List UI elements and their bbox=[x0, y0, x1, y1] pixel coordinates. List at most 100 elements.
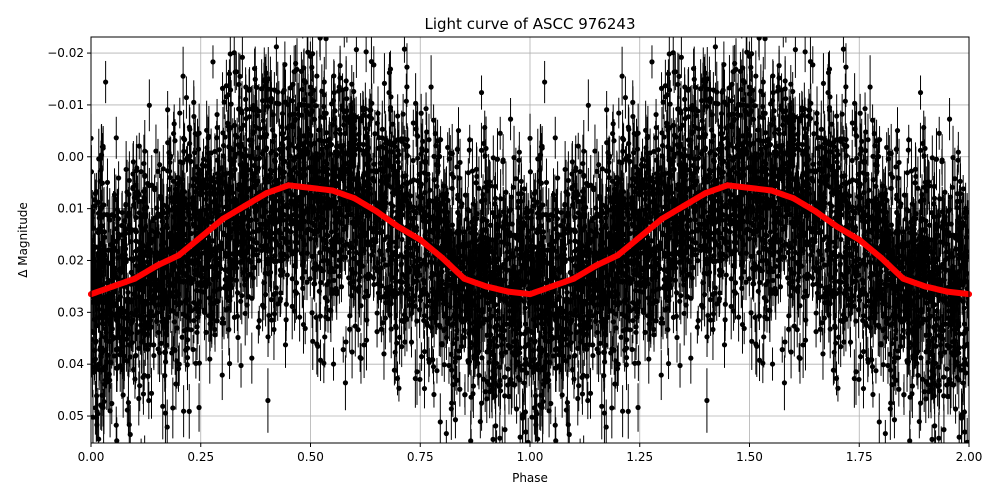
data-point bbox=[207, 356, 212, 361]
data-point bbox=[120, 210, 125, 215]
data-point bbox=[344, 96, 349, 101]
data-point bbox=[542, 79, 547, 84]
data-point bbox=[314, 15, 319, 20]
data-point bbox=[877, 419, 882, 424]
data-point bbox=[544, 180, 549, 185]
data-point bbox=[821, 81, 826, 86]
data-point bbox=[438, 419, 443, 424]
data-point bbox=[936, 436, 941, 441]
data-point bbox=[941, 375, 946, 380]
data-point bbox=[399, 237, 404, 242]
data-point bbox=[947, 207, 952, 212]
data-point bbox=[626, 409, 631, 414]
data-point bbox=[782, 339, 787, 344]
data-point bbox=[932, 423, 937, 428]
data-point bbox=[362, 342, 367, 347]
data-point bbox=[783, 96, 788, 101]
data-point bbox=[197, 360, 202, 365]
data-point bbox=[283, 342, 288, 347]
data-point bbox=[679, 55, 684, 60]
data-point bbox=[476, 373, 481, 378]
data-point bbox=[636, 360, 641, 365]
data-point bbox=[896, 387, 901, 392]
data-point bbox=[753, 73, 758, 78]
data-point bbox=[722, 342, 727, 347]
data-point bbox=[838, 237, 843, 242]
data-point bbox=[700, 118, 705, 123]
data-point bbox=[498, 131, 503, 136]
data-point bbox=[559, 210, 564, 215]
data-point bbox=[813, 168, 818, 173]
data-point bbox=[753, 15, 758, 20]
data-point bbox=[98, 490, 103, 495]
data-point bbox=[752, 103, 757, 108]
chart-title: Light curve of ASCC 976243 bbox=[425, 15, 636, 33]
data-point bbox=[497, 436, 502, 441]
data-point bbox=[947, 117, 952, 122]
data-point bbox=[858, 354, 863, 359]
data-point bbox=[428, 84, 433, 89]
data-point bbox=[493, 423, 498, 428]
data-point bbox=[332, 90, 337, 95]
data-point bbox=[235, 335, 240, 340]
data-point bbox=[885, 363, 890, 368]
data-point bbox=[325, 316, 330, 321]
data-point bbox=[116, 175, 121, 180]
data-point bbox=[646, 356, 651, 361]
data-point bbox=[240, 55, 245, 60]
data-point bbox=[165, 107, 170, 112]
data-point bbox=[170, 405, 175, 410]
data-point bbox=[374, 168, 379, 173]
data-point bbox=[313, 103, 318, 108]
data-point bbox=[555, 175, 560, 180]
data-point bbox=[801, 342, 806, 347]
data-point bbox=[696, 318, 701, 323]
data-point bbox=[814, 310, 819, 315]
data-point bbox=[508, 207, 513, 212]
data-point bbox=[382, 81, 387, 86]
data-point bbox=[571, 376, 576, 381]
data-point bbox=[375, 310, 380, 315]
data-point bbox=[915, 373, 920, 378]
data-point bbox=[502, 375, 507, 380]
data-point bbox=[563, 167, 568, 172]
data-point bbox=[265, 398, 270, 403]
data-point bbox=[866, 298, 871, 303]
data-point bbox=[666, 71, 671, 76]
data-point bbox=[227, 71, 232, 76]
data-point bbox=[419, 354, 424, 359]
data-point bbox=[457, 387, 462, 392]
data-point bbox=[427, 298, 432, 303]
data-point bbox=[609, 405, 614, 410]
data-point bbox=[867, 84, 872, 89]
data-point bbox=[953, 406, 958, 411]
data-point bbox=[944, 382, 949, 387]
data-point bbox=[126, 400, 131, 405]
data-point bbox=[508, 117, 513, 122]
data-point bbox=[748, 65, 753, 70]
data-point bbox=[124, 167, 129, 172]
data-point bbox=[343, 339, 348, 344]
data-point bbox=[261, 118, 266, 123]
data-point bbox=[553, 135, 558, 140]
data-point bbox=[861, 349, 866, 354]
data-point bbox=[422, 349, 427, 354]
data-point bbox=[309, 65, 314, 70]
data-point bbox=[771, 90, 776, 95]
data-point bbox=[114, 135, 119, 140]
data-point bbox=[411, 158, 416, 163]
data-point bbox=[505, 382, 510, 387]
data-point bbox=[187, 409, 192, 414]
data-point bbox=[105, 180, 110, 185]
data-point bbox=[514, 406, 519, 411]
data-point bbox=[674, 335, 679, 340]
data-point bbox=[314, 73, 319, 78]
data-point bbox=[446, 363, 451, 368]
data-point bbox=[537, 490, 542, 495]
data-point bbox=[257, 318, 262, 323]
data-point bbox=[103, 79, 108, 84]
data-point bbox=[937, 131, 942, 136]
data-point bbox=[764, 316, 769, 321]
data-point bbox=[704, 398, 709, 403]
